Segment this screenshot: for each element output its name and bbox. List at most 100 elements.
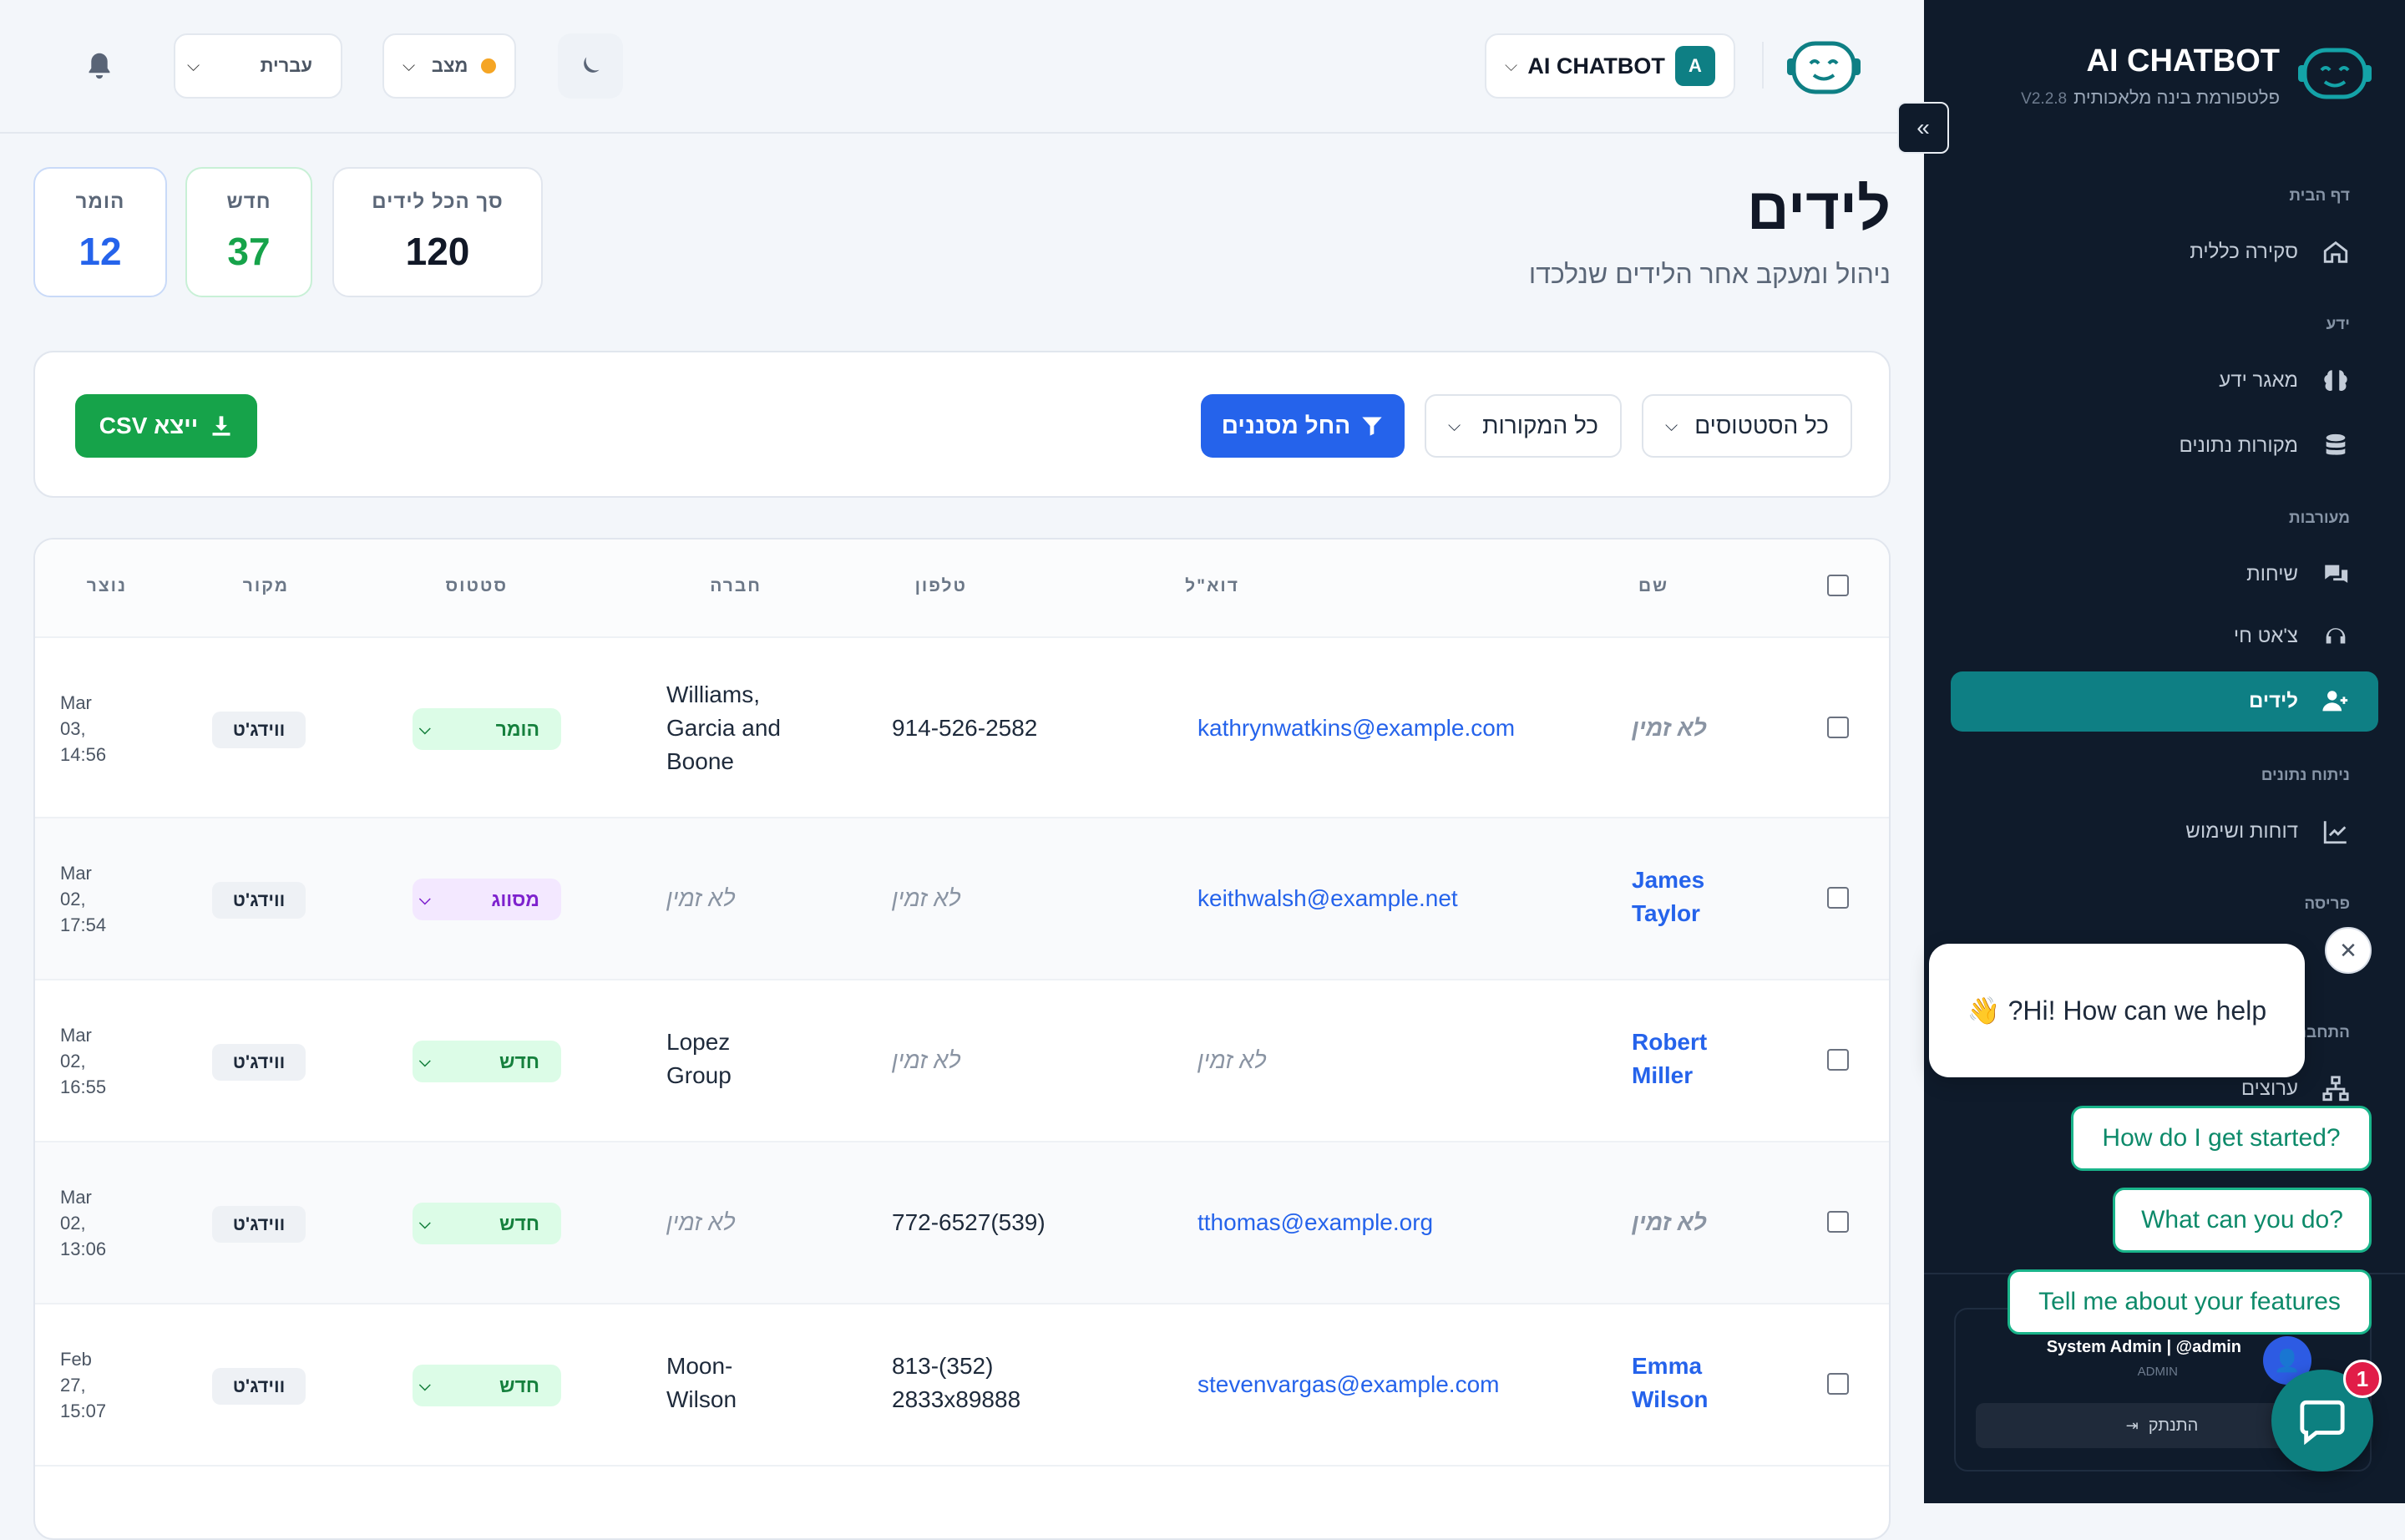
moon-icon	[584, 57, 600, 73]
status-value: חדש	[499, 1050, 539, 1072]
source-badge: ווידג'ט	[212, 882, 306, 919]
export-csv-button[interactable]: ייצא CSV	[75, 394, 257, 458]
row-checkbox[interactable]	[1827, 717, 1849, 738]
sidebar-item-overview[interactable]: סקירה כללית	[1951, 222, 2378, 282]
theme-toggle-button[interactable]	[558, 33, 623, 99]
status-dropdown[interactable]: הומר ⌵	[413, 708, 561, 750]
sidebar-item-leads[interactable]: לידים	[1951, 671, 2378, 732]
lead-email[interactable]: stevenvargas@example.com	[1197, 1371, 1500, 1397]
table-row[interactable]: לא זמין tthomas@example.org 772-6527(539…	[35, 1141, 1889, 1303]
home-icon	[2323, 241, 2348, 263]
sidebar-item-label: מקורות נתונים	[2179, 434, 2298, 457]
language-select[interactable]: ⌵ עברית	[174, 33, 342, 99]
status-select[interactable]: ⌵ מצב	[382, 33, 516, 99]
stat-card-total: סך הכל לידים 120	[332, 167, 543, 297]
lead-company: לא זמין	[666, 885, 736, 911]
status-value: חדש	[499, 1212, 539, 1234]
robot-logo-icon	[1787, 41, 1861, 94]
close-greeting-button[interactable]: ✕	[2325, 927, 2372, 974]
row-checkbox[interactable]	[1827, 887, 1849, 909]
lead-name[interactable]: Emma Wilson	[1632, 1353, 1709, 1412]
row-checkbox[interactable]	[1827, 1211, 1849, 1233]
stat-label: חדש	[226, 190, 271, 213]
user-plus-icon	[2322, 691, 2348, 712]
sidebar-item-live-chat[interactable]: צ'אט חי	[1951, 606, 2378, 666]
user-icon: 👤	[2273, 1347, 2301, 1373]
version-label: V2.2.8	[2021, 90, 2068, 108]
sidebar-item-label: דוחות ושימוש	[2185, 820, 2298, 843]
status-value: חדש	[499, 1374, 539, 1396]
table-row[interactable]: James Taylor keithwalsh@example.net לא ז…	[35, 817, 1889, 979]
filter-card: כל הסטטוסים ⌵ כל המקורות ⌵ החל מסננים יי…	[33, 351, 1891, 498]
download-icon	[212, 416, 230, 436]
notifications-button[interactable]	[67, 33, 132, 99]
apply-filters-button[interactable]: החל מסננים	[1201, 394, 1405, 458]
chevron-down-icon: ⌵	[187, 56, 200, 75]
source-badge: ווידג'ט	[212, 1044, 306, 1081]
lead-phone: 914-526-2582	[892, 715, 1038, 741]
stat-value: 12	[78, 230, 122, 273]
sidebar-item-label: לידים	[2249, 690, 2298, 712]
brand: AI CHATBOT פלטפורמת בינה מלאכותית V2.2.8	[1924, 0, 2405, 125]
page-subtitle: ניהול ומעקב אחר הלידים שנלכדו	[1528, 259, 1891, 289]
status-dropdown[interactable]: חדש ⌵	[413, 1365, 561, 1406]
source-badge: ווידג'ט	[212, 712, 306, 748]
chat-greeting-bubble: 👋 ?Hi! How can we help	[1929, 944, 2305, 1077]
close-icon: ✕	[2339, 937, 2357, 963]
database-icon	[2326, 433, 2346, 455]
sidebar-item-channels[interactable]: ערוצים	[1951, 1059, 2378, 1119]
status-dropdown[interactable]: חדש ⌵	[413, 1041, 561, 1082]
nav-section-deploy: פריסה	[2304, 895, 2350, 913]
header-divider	[1762, 42, 1764, 89]
export-csv-label: ייצא CSV	[99, 413, 199, 438]
nav-section-home: דף הבית	[2289, 187, 2350, 205]
lead-phone: 813-(352) 2833x89888	[892, 1353, 1021, 1412]
comments-icon	[2323, 565, 2348, 583]
sidebar-item-reports[interactable]: דוחות ושימוש	[1951, 802, 2378, 862]
top-header: ⌵ עברית ⌵ מצב ⌵ AI CHATBOT A	[0, 0, 1924, 134]
lead-name[interactable]: Robert Miller	[1632, 1029, 1708, 1088]
status-filter-select[interactable]: כל הסטטוסים ⌵	[1642, 394, 1852, 458]
brand-subtitle-text: פלטפורמת בינה מלאכותית	[2073, 87, 2280, 108]
status-dropdown[interactable]: חדש ⌵	[413, 1203, 561, 1244]
sidebar-item-knowledge-base[interactable]: מאגר ידע	[1951, 351, 2378, 411]
created-date: Mar 02, 13:06	[60, 1187, 107, 1259]
sidebar-item-label: סקירה כללית	[2190, 241, 2298, 263]
row-checkbox[interactable]	[1827, 1373, 1849, 1395]
status-dot-icon	[481, 58, 496, 73]
table-row[interactable]: Emma Wilson stevenvargas@example.com 813…	[35, 1303, 1889, 1465]
nav-section-connect: התחבר	[2297, 1024, 2350, 1041]
chevron-down-icon: ⌵	[1665, 416, 1678, 435]
status-value: מסווג	[491, 888, 539, 910]
source-filter-value: כל המקורות	[1482, 413, 1598, 438]
page-title: לידים	[1746, 176, 1891, 241]
status-dropdown[interactable]: מסווג ⌵	[413, 879, 561, 920]
sidebar-item-label: מאגר ידע	[2219, 369, 2298, 392]
select-all-checkbox[interactable]	[1827, 575, 1849, 596]
lead-email[interactable]: keithwalsh@example.net	[1197, 885, 1458, 911]
sidebar-item-conversations[interactable]: שיחות	[1951, 545, 2378, 605]
collapse-sidebar-button[interactable]: «	[1897, 102, 1949, 154]
created-date: Feb 27, 15:07	[60, 1349, 107, 1421]
lead-email[interactable]: tthomas@example.org	[1197, 1209, 1434, 1235]
quick-reply-button[interactable]: What can you do?	[2113, 1188, 2372, 1253]
table-row[interactable]: Robert Miller לא זמין לא זמין Lopez Grou…	[35, 979, 1889, 1141]
sidebar-item-data-sources[interactable]: מקורות נתונים	[1951, 416, 2378, 476]
stat-value: 120	[405, 230, 470, 273]
lead-name[interactable]: James Taylor	[1632, 867, 1705, 926]
stat-label: הומר	[75, 190, 125, 213]
table-row[interactable]: לא זמין kathrynwatkins@example.com 914-5…	[35, 636, 1889, 817]
quick-reply-button[interactable]: How do I get started?	[2071, 1106, 2372, 1171]
language-value: עברית	[260, 55, 312, 76]
row-checkbox[interactable]	[1827, 1049, 1849, 1071]
apply-filters-label: החל מסננים	[1221, 413, 1351, 438]
workspace-switcher[interactable]: ⌵ AI CHATBOT A	[1485, 33, 1735, 99]
lead-email[interactable]: kathrynwatkins@example.com	[1197, 715, 1516, 741]
user-name: System Admin | @admin	[2046, 1338, 2241, 1356]
column-header-company: חברה	[710, 576, 762, 595]
source-filter-select[interactable]: כל המקורות ⌵	[1425, 394, 1622, 458]
sidebar-item-label: צ'אט חי	[2233, 625, 2298, 647]
column-header-phone: טלפון	[914, 576, 967, 595]
quick-reply-button[interactable]: Tell me about your features	[2008, 1269, 2372, 1335]
column-header-source: מקור	[242, 576, 289, 595]
